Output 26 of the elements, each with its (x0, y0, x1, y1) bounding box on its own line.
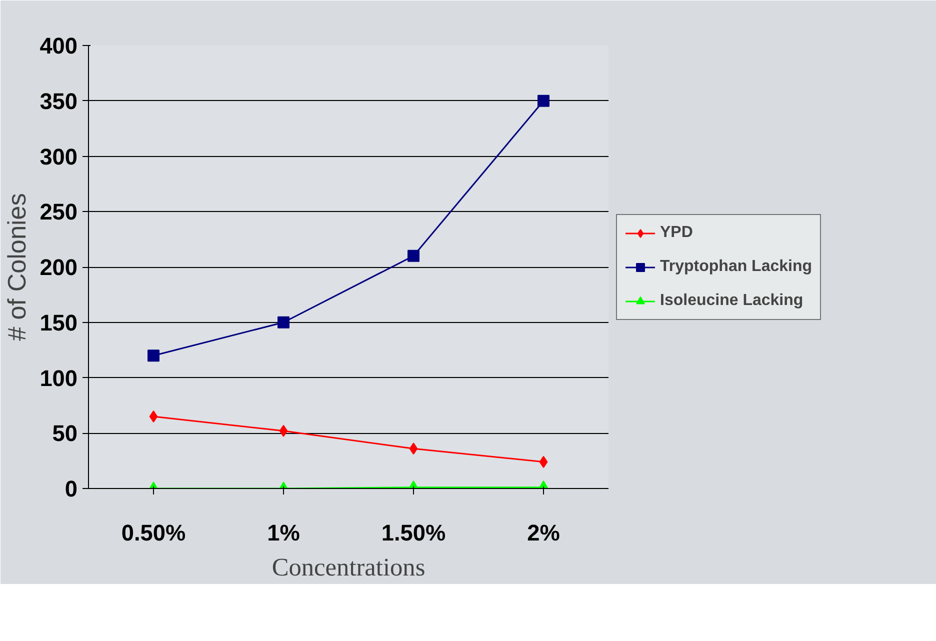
point (539, 456, 548, 468)
x-tick-label: 1% (267, 520, 300, 546)
legend-label: Isoleucine Lacking (660, 292, 804, 310)
point (148, 350, 160, 362)
x-tick-label: 2% (527, 520, 560, 546)
y-tick-label: 400 (40, 32, 78, 58)
y-tick-label: 100 (40, 364, 78, 391)
point (278, 316, 290, 328)
y-tick-label: 0 (64, 476, 78, 502)
legend-label: YPD (660, 224, 693, 242)
y-axis-title: # of Colonies (4, 193, 32, 341)
x-tick-label: 1.50% (381, 520, 446, 546)
y-tick-label: 200 (40, 254, 78, 280)
point (409, 442, 418, 455)
y-tick-label: 250 (40, 198, 78, 225)
y-tick-label: 300 (40, 143, 78, 170)
x-tick-label: 0.50% (121, 520, 186, 546)
x-axis-title: Concentrations (272, 554, 426, 582)
point (279, 424, 288, 437)
y-tick-label: 150 (40, 309, 78, 336)
legend-label: Tryptophan Lacking (660, 258, 812, 276)
y-tick-label: 350 (40, 88, 78, 114)
point (149, 410, 158, 423)
point (538, 94, 550, 107)
point (408, 250, 420, 262)
y-tick-label: 50 (52, 420, 78, 446)
